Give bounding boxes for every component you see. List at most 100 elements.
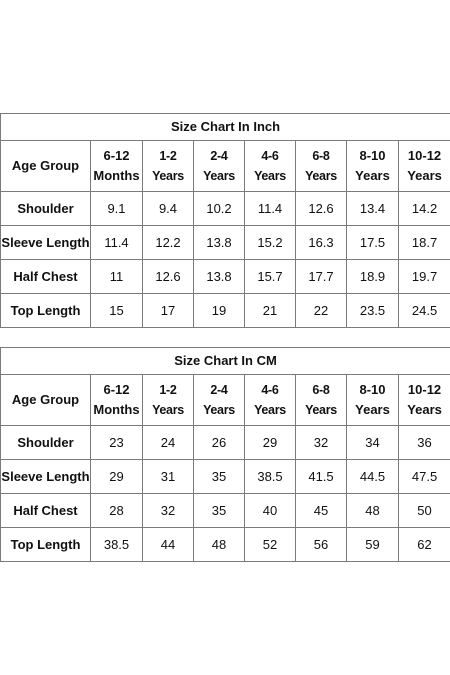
age-column-label-line1: 1-2 Years xyxy=(152,149,184,183)
measurement-value: 45 xyxy=(295,493,347,528)
measurement-value: 19 xyxy=(193,293,245,328)
measurement-value: 19.7 xyxy=(397,259,450,294)
age-column-header: 1-2 Years xyxy=(142,374,194,426)
header-row: Age Group 6-12 Months 1-2 Years 2-4 Years 4-6… xyxy=(0,140,450,192)
measurement-value: 11.4 xyxy=(90,225,143,260)
measurement-value: 18.9 xyxy=(346,259,399,294)
measurement-value: 52 xyxy=(244,527,296,562)
table-row: Top Length 15 17 19 21 22 23.5 24.5 xyxy=(0,293,450,328)
measurement-label: Top Length xyxy=(0,527,91,562)
table-row: Sleeve Length 29 31 35 38.5 41.5 44.5 47.5 xyxy=(0,459,450,494)
age-column-header: 4-6 Years xyxy=(244,140,296,192)
table-row: Half Chest 28 32 35 40 45 48 50 xyxy=(0,493,450,528)
age-column-label-line2: Years xyxy=(407,168,442,183)
measurement-value: 9.1 xyxy=(90,191,143,226)
measurement-value: 48 xyxy=(346,493,399,528)
age-group-header: Age Group xyxy=(0,140,91,192)
measurement-value: 17 xyxy=(142,293,194,328)
age-column-label-line1: 6-8 Years xyxy=(305,149,337,183)
measurement-value: 10.2 xyxy=(193,191,245,226)
measurement-label: Sleeve Length xyxy=(0,459,91,494)
measurement-value: 24 xyxy=(142,425,194,460)
age-column-label-line1: 8-10 xyxy=(359,382,386,397)
measurement-value: 34 xyxy=(346,425,399,460)
age-column-header: 10-12 Years xyxy=(397,374,450,426)
table-title: Size Chart In CM xyxy=(0,347,450,375)
measurement-value: 23.5 xyxy=(346,293,399,328)
age-column-label-line1: 2-4 Years xyxy=(203,383,235,417)
age-column-label-line2: Years xyxy=(355,402,390,417)
table-row: Sleeve Length 11.4 12.2 13.8 15.2 16.3 17.5 18.… xyxy=(0,225,450,260)
measurement-value: 35 xyxy=(193,493,245,528)
measurement-value: 38.5 xyxy=(90,527,143,562)
measurement-value: 31 xyxy=(142,459,194,494)
measurement-value: 17.5 xyxy=(346,225,399,260)
measurement-value: 29 xyxy=(244,425,296,460)
age-column-header: 4-6 Years xyxy=(244,374,296,426)
age-column-label-line1: 6-8 Years xyxy=(305,383,337,417)
age-column-header: 10-12 Years xyxy=(397,140,450,192)
measurement-value: 14.2 xyxy=(397,191,450,226)
measurement-value: 15.7 xyxy=(244,259,296,294)
age-column-label-line2: Months xyxy=(93,168,140,183)
age-column-header: 2-4 Years xyxy=(193,140,245,192)
age-column-label-line1: 4-6 Years xyxy=(254,149,286,183)
inch-size-table: Size Chart In Inch Age Group 6-12 Months 1-… xyxy=(0,113,450,328)
measurement-value: 12.6 xyxy=(142,259,194,294)
measurement-value: 21 xyxy=(244,293,296,328)
age-column-label-line2: Months xyxy=(93,402,140,417)
age-column-header: 6-12 Months xyxy=(90,140,143,192)
measurement-value: 15.2 xyxy=(244,225,296,260)
measurement-value: 26 xyxy=(193,425,245,460)
age-column-label-line1: 4-6 Years xyxy=(254,383,286,417)
age-column-label-line1: 10-12 xyxy=(407,382,442,397)
table-row: Top Length 38.5 44 48 52 56 59 62 xyxy=(0,527,450,562)
measurement-value: 18.7 xyxy=(397,225,450,260)
age-column-label-line2: Years xyxy=(355,168,390,183)
table-title: Size Chart In Inch xyxy=(0,113,450,141)
measurement-value: 44.5 xyxy=(346,459,399,494)
measurement-value: 48 xyxy=(193,527,245,562)
age-column-label-line1: 6-12 xyxy=(103,382,130,397)
measurement-label: Shoulder xyxy=(0,425,91,460)
age-column-header: 6-12 Months xyxy=(90,374,143,426)
measurement-value: 11 xyxy=(90,259,143,294)
measurement-value: 15 xyxy=(90,293,143,328)
age-column-label-line1: 10-12 xyxy=(407,148,442,163)
measurement-value: 12.2 xyxy=(142,225,194,260)
age-column-header: 6-8 Years xyxy=(295,374,347,426)
measurement-value: 13.4 xyxy=(346,191,399,226)
measurement-value: 36 xyxy=(397,425,450,460)
table-row: Shoulder 23 24 26 29 32 34 36 xyxy=(0,425,450,460)
measurement-value: 35 xyxy=(193,459,245,494)
measurement-value: 17.7 xyxy=(295,259,347,294)
measurement-label: Top Length xyxy=(0,293,91,328)
cm-size-table: Size Chart In CM Age Group 6-12 Months 1-2 … xyxy=(0,347,450,562)
table-row: Half Chest 11 12.6 13.8 15.7 17.7 18.9 19.7 xyxy=(0,259,450,294)
measurement-value: 12.6 xyxy=(295,191,347,226)
age-column-label-line2: Years xyxy=(407,402,442,417)
measurement-value: 16.3 xyxy=(295,225,347,260)
measurement-value: 9.4 xyxy=(142,191,194,226)
age-column-label-line1: 2-4 Years xyxy=(203,149,235,183)
measurement-value: 44 xyxy=(142,527,194,562)
measurement-value: 13.8 xyxy=(193,225,245,260)
age-column-label-line1: 1-2 Years xyxy=(152,383,184,417)
age-column-header: 1-2 Years xyxy=(142,140,194,192)
age-column-header: 6-8 Years xyxy=(295,140,347,192)
measurement-value: 41.5 xyxy=(295,459,347,494)
measurement-value: 40 xyxy=(244,493,296,528)
age-column-header: 8-10 Years xyxy=(346,374,399,426)
measurement-label: Half Chest xyxy=(0,493,91,528)
measurement-label: Sleeve Length xyxy=(0,225,91,260)
measurement-value: 47.5 xyxy=(397,459,450,494)
measurement-value: 38.5 xyxy=(244,459,296,494)
measurement-value: 32 xyxy=(142,493,194,528)
table-row: Shoulder 9.1 9.4 10.2 11.4 12.6 13.4 14.2 xyxy=(0,191,450,226)
measurement-value: 13.8 xyxy=(193,259,245,294)
measurement-value: 59 xyxy=(346,527,399,562)
measurement-value: 32 xyxy=(295,425,347,460)
age-column-label-line1: 8-10 xyxy=(359,148,386,163)
age-group-header: Age Group xyxy=(0,374,91,426)
measurement-value: 24.5 xyxy=(397,293,450,328)
